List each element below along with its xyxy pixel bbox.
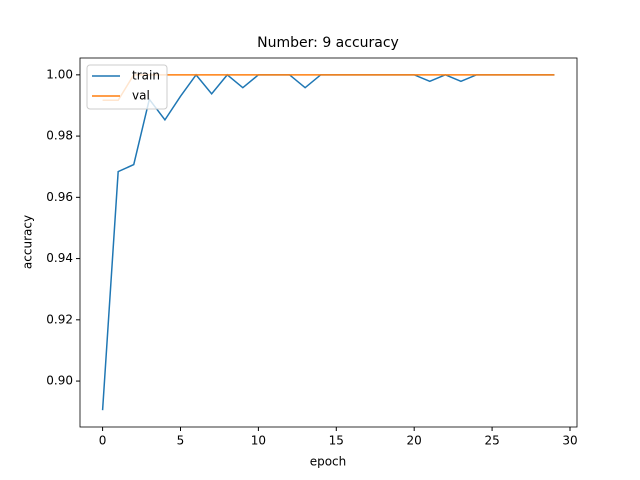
legend-label: train: [132, 69, 160, 83]
x-tick-label: 30: [562, 434, 577, 448]
x-tick-label: 15: [329, 434, 344, 448]
y-tick-label: 1.00: [46, 67, 73, 81]
y-tick-label: 0.90: [46, 374, 73, 388]
x-tick-label: 20: [407, 434, 422, 448]
y-tick-label: 0.96: [46, 190, 73, 204]
x-tick-label: 25: [484, 434, 499, 448]
axes-frame: [79, 57, 578, 428]
x-tick-label: 0: [99, 434, 107, 448]
y-axis-label: accuracy: [21, 215, 35, 269]
legend: train val: [86, 64, 168, 110]
chart-title: Number: 9 accuracy: [257, 35, 399, 51]
y-tick-label: 0.92: [46, 312, 73, 326]
y-tick-label: 0.94: [46, 251, 73, 265]
line-series: [101, 73, 555, 411]
x-tick-label: 10: [251, 434, 266, 448]
legend-label: val: [132, 89, 150, 103]
line-series: [102, 74, 555, 102]
y-tick-label: 0.98: [46, 129, 73, 143]
x-tick-label: 5: [177, 434, 185, 448]
x-axis-label: epoch: [310, 455, 347, 469]
